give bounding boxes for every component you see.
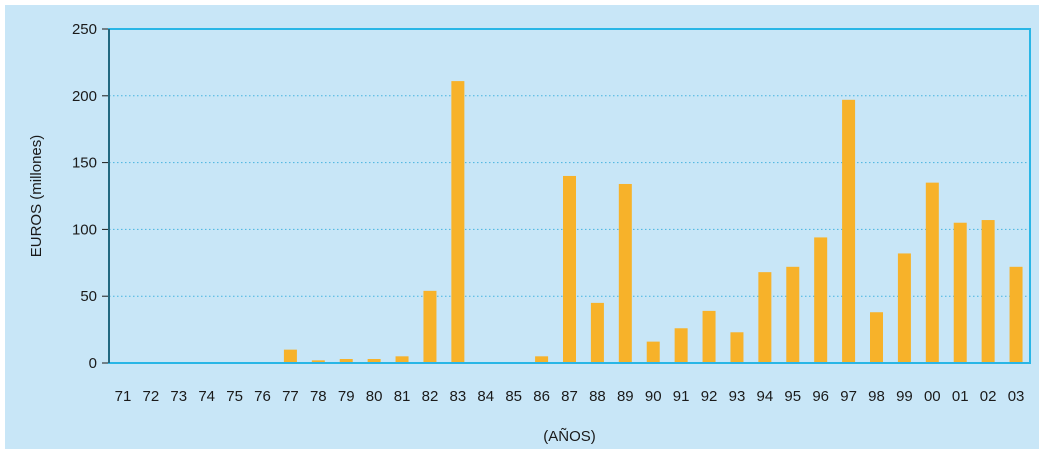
x-tick-label: 91	[673, 388, 690, 405]
x-tick-label: 90	[645, 388, 662, 405]
y-tick-label: 50	[80, 288, 97, 305]
x-tick-label: 84	[477, 388, 494, 405]
x-axis-label: (AÑOS)	[543, 428, 596, 445]
x-tick-label: 77	[282, 388, 299, 405]
x-tick-label: 72	[143, 388, 160, 405]
x-tick-label: 82	[422, 388, 439, 405]
x-tick-label: 99	[896, 388, 913, 405]
bar	[1009, 266, 1023, 363]
bar	[451, 81, 465, 363]
x-tick-label: 83	[450, 388, 467, 405]
x-tick-label: 92	[701, 388, 718, 405]
chart-panel: 0 50 100 150 200 250 71 72 73 74 75 76 77 78 79 80 81 82 8…	[5, 5, 1039, 449]
bar	[702, 310, 716, 363]
bar	[981, 220, 995, 363]
x-tick-label: 87	[561, 388, 578, 405]
x-tick-label: 86	[533, 388, 550, 405]
x-tick-label: 93	[729, 388, 746, 405]
bar	[730, 332, 744, 363]
x-tick-label: 78	[310, 388, 327, 405]
x-tick-label: 71	[115, 388, 132, 405]
x-tick-label: 02	[980, 388, 997, 405]
bar	[311, 360, 325, 363]
x-tick-label: 03	[1008, 388, 1025, 405]
bar	[870, 312, 883, 363]
bar-chart: 0 50 100 150 200 250 71 72 73 74 75 76 77 78 79 80 81 82 8…	[28, 21, 1031, 445]
x-tick-label: 81	[394, 388, 411, 405]
x-tick-label: 94	[757, 388, 774, 405]
x-tick-label: 74	[198, 388, 215, 405]
x-tick-label: 89	[617, 388, 634, 405]
bar	[842, 99, 856, 364]
y-tick-label: 0	[89, 355, 97, 372]
x-tick-label: 01	[952, 388, 969, 405]
y-tick-label: 250	[72, 21, 97, 38]
bar	[758, 272, 772, 363]
y-tick-label: 150	[72, 155, 97, 172]
bar	[814, 237, 828, 363]
bar	[283, 349, 297, 363]
bar	[423, 290, 437, 363]
bar	[953, 222, 967, 363]
x-tick-label: 80	[366, 388, 383, 405]
bar	[674, 328, 688, 363]
y-tick-label: 100	[72, 221, 97, 238]
x-tick-label: 75	[226, 388, 243, 405]
x-tick-label: 73	[170, 388, 187, 405]
x-tick-label: 88	[589, 388, 606, 405]
bar	[646, 341, 660, 363]
y-axis-label: EUROS (millones)	[28, 135, 45, 258]
x-tick-label: 97	[840, 388, 857, 405]
bar	[925, 182, 939, 363]
bar	[563, 175, 576, 363]
bar	[786, 266, 800, 363]
bar	[897, 253, 911, 363]
x-tick-label: 00	[924, 388, 941, 405]
bar	[395, 356, 409, 363]
bar	[618, 183, 632, 363]
x-tick-label: 98	[868, 388, 885, 405]
bar	[367, 358, 381, 363]
x-tick-label: 85	[505, 388, 522, 405]
x-tick-label: 76	[254, 388, 271, 405]
x-tick-label: 96	[812, 388, 829, 405]
bar	[535, 356, 549, 363]
bar	[590, 302, 604, 363]
x-tick-label: 95	[784, 388, 801, 405]
y-tick-label: 200	[72, 88, 97, 105]
x-tick-label: 79	[338, 388, 355, 405]
bar	[339, 358, 353, 363]
